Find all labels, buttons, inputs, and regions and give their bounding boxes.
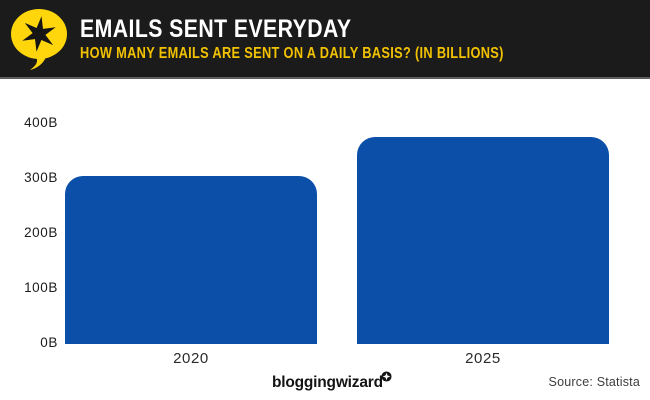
bar-2025 [357, 137, 609, 344]
header-banner: EMAILS SENT EVERYDAY HOW MANY EMAILS ARE… [0, 0, 650, 79]
source-credit: Source: Statista [548, 375, 640, 389]
bar-2020 [65, 176, 317, 344]
brand-logo: bloggingwizard [272, 369, 392, 393]
x-axis-label-2025: 2025 [465, 350, 501, 367]
brand-name: bloggingwizard [272, 374, 383, 391]
y-axis-tick-label: 400B [24, 115, 58, 130]
page-subtitle: HOW MANY EMAILS ARE SENT ON A DAILY BASI… [80, 45, 504, 62]
y-axis-tick-label: 100B [24, 280, 58, 295]
y-axis-tick-label: 0B [40, 335, 58, 350]
speech-bubble-star-icon [9, 6, 71, 72]
sparkle-badge-icon [381, 369, 392, 382]
page-title: EMAILS SENT EVERYDAY [80, 15, 352, 43]
y-axis-tick-label: 300B [24, 170, 58, 185]
x-axis-label-2020: 2020 [173, 350, 209, 367]
y-axis-tick-label: 200B [24, 225, 58, 240]
